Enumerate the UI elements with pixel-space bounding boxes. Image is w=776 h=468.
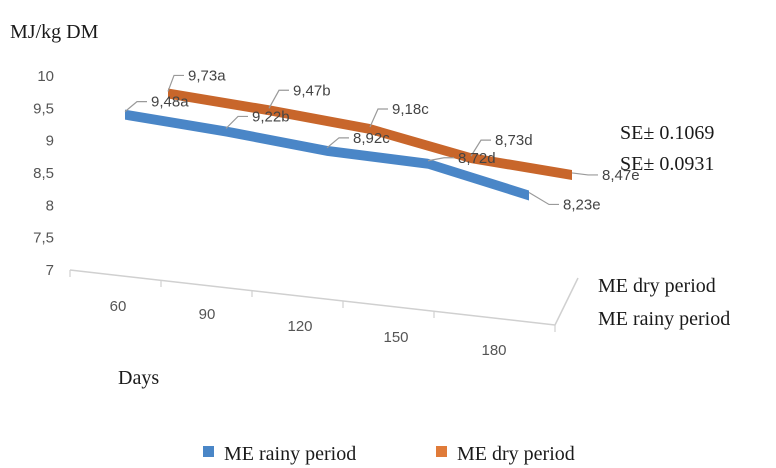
axes-frame — [69, 269, 579, 332]
y-tick-label: 9 — [46, 133, 54, 150]
x-axis-ticks: 60 90 120 150 180 — [110, 298, 507, 359]
data-label-leader — [167, 74, 184, 92]
data-label-leader — [528, 191, 559, 206]
x-tick-label: 120 — [287, 318, 312, 335]
legend: ME rainy period ME dry period — [203, 443, 575, 465]
se-annotation-1: SE± 0.1069 — [620, 122, 714, 144]
x-tick-label: 180 — [481, 342, 506, 359]
x-tick-label: 150 — [383, 329, 408, 346]
data-label: 8,73d — [495, 132, 533, 149]
data-label-leaders — [124, 74, 598, 206]
data-label-leader — [427, 157, 454, 162]
depth-axis-line — [554, 277, 579, 326]
series-ribbon-rainy — [125, 109, 529, 201]
y-tick-label: 8 — [46, 197, 54, 214]
data-label: 9,18c — [392, 101, 429, 118]
data-label: 8,72d — [458, 150, 496, 167]
depth-axis-label-rainy: ME rainy period — [598, 308, 730, 330]
data-label: 9,48a — [151, 94, 189, 111]
y-axis-title: MJ/kg DM — [10, 21, 99, 43]
y-axis-ticks: 10 9,5 9 8,5 8 7,5 7 — [33, 68, 54, 279]
legend-swatch-rainy — [203, 446, 214, 457]
data-label-leader — [124, 101, 147, 113]
data-label: 8,47e — [602, 167, 640, 184]
data-label-leader — [326, 137, 349, 149]
series-ribbon-dry — [168, 88, 572, 180]
data-label-leader — [470, 139, 491, 157]
y-tick-label: 9,5 — [33, 100, 54, 117]
x-tick-label: 90 — [199, 306, 216, 323]
data-label: 9,47b — [293, 82, 331, 99]
y-tick-label: 8,5 — [33, 165, 54, 182]
depth-axis-label-dry: ME dry period — [598, 275, 716, 297]
legend-label-dry: ME dry period — [457, 443, 575, 465]
data-label-leader — [225, 115, 248, 129]
y-tick-label: 7,5 — [33, 230, 54, 247]
se-annotation-2: SE± 0.0931 — [620, 153, 714, 175]
series-ribbons — [125, 88, 572, 201]
legend-swatch-dry — [436, 446, 447, 457]
data-labels: 9,73a 9,47b 9,18c 8,73d 8,47e 9,48a 9,22b 8,92c… — [151, 67, 640, 213]
data-label: 9,22b — [252, 108, 290, 125]
floor-front-edge — [69, 269, 556, 326]
data-label-leader — [369, 108, 388, 128]
x-axis-title: Days — [118, 367, 159, 389]
y-tick-label: 7 — [46, 262, 54, 279]
data-label-leader — [571, 172, 598, 176]
data-label: 8,92c — [353, 130, 390, 147]
legend-label-rainy: ME rainy period — [224, 443, 356, 465]
data-label: 8,23e — [563, 196, 601, 213]
y-tick-label: 10 — [37, 68, 54, 85]
x-tick-marks — [69, 270, 556, 332]
x-tick-label: 60 — [110, 298, 127, 315]
data-label-leader — [268, 89, 289, 109]
data-label: 9,73a — [188, 67, 226, 84]
